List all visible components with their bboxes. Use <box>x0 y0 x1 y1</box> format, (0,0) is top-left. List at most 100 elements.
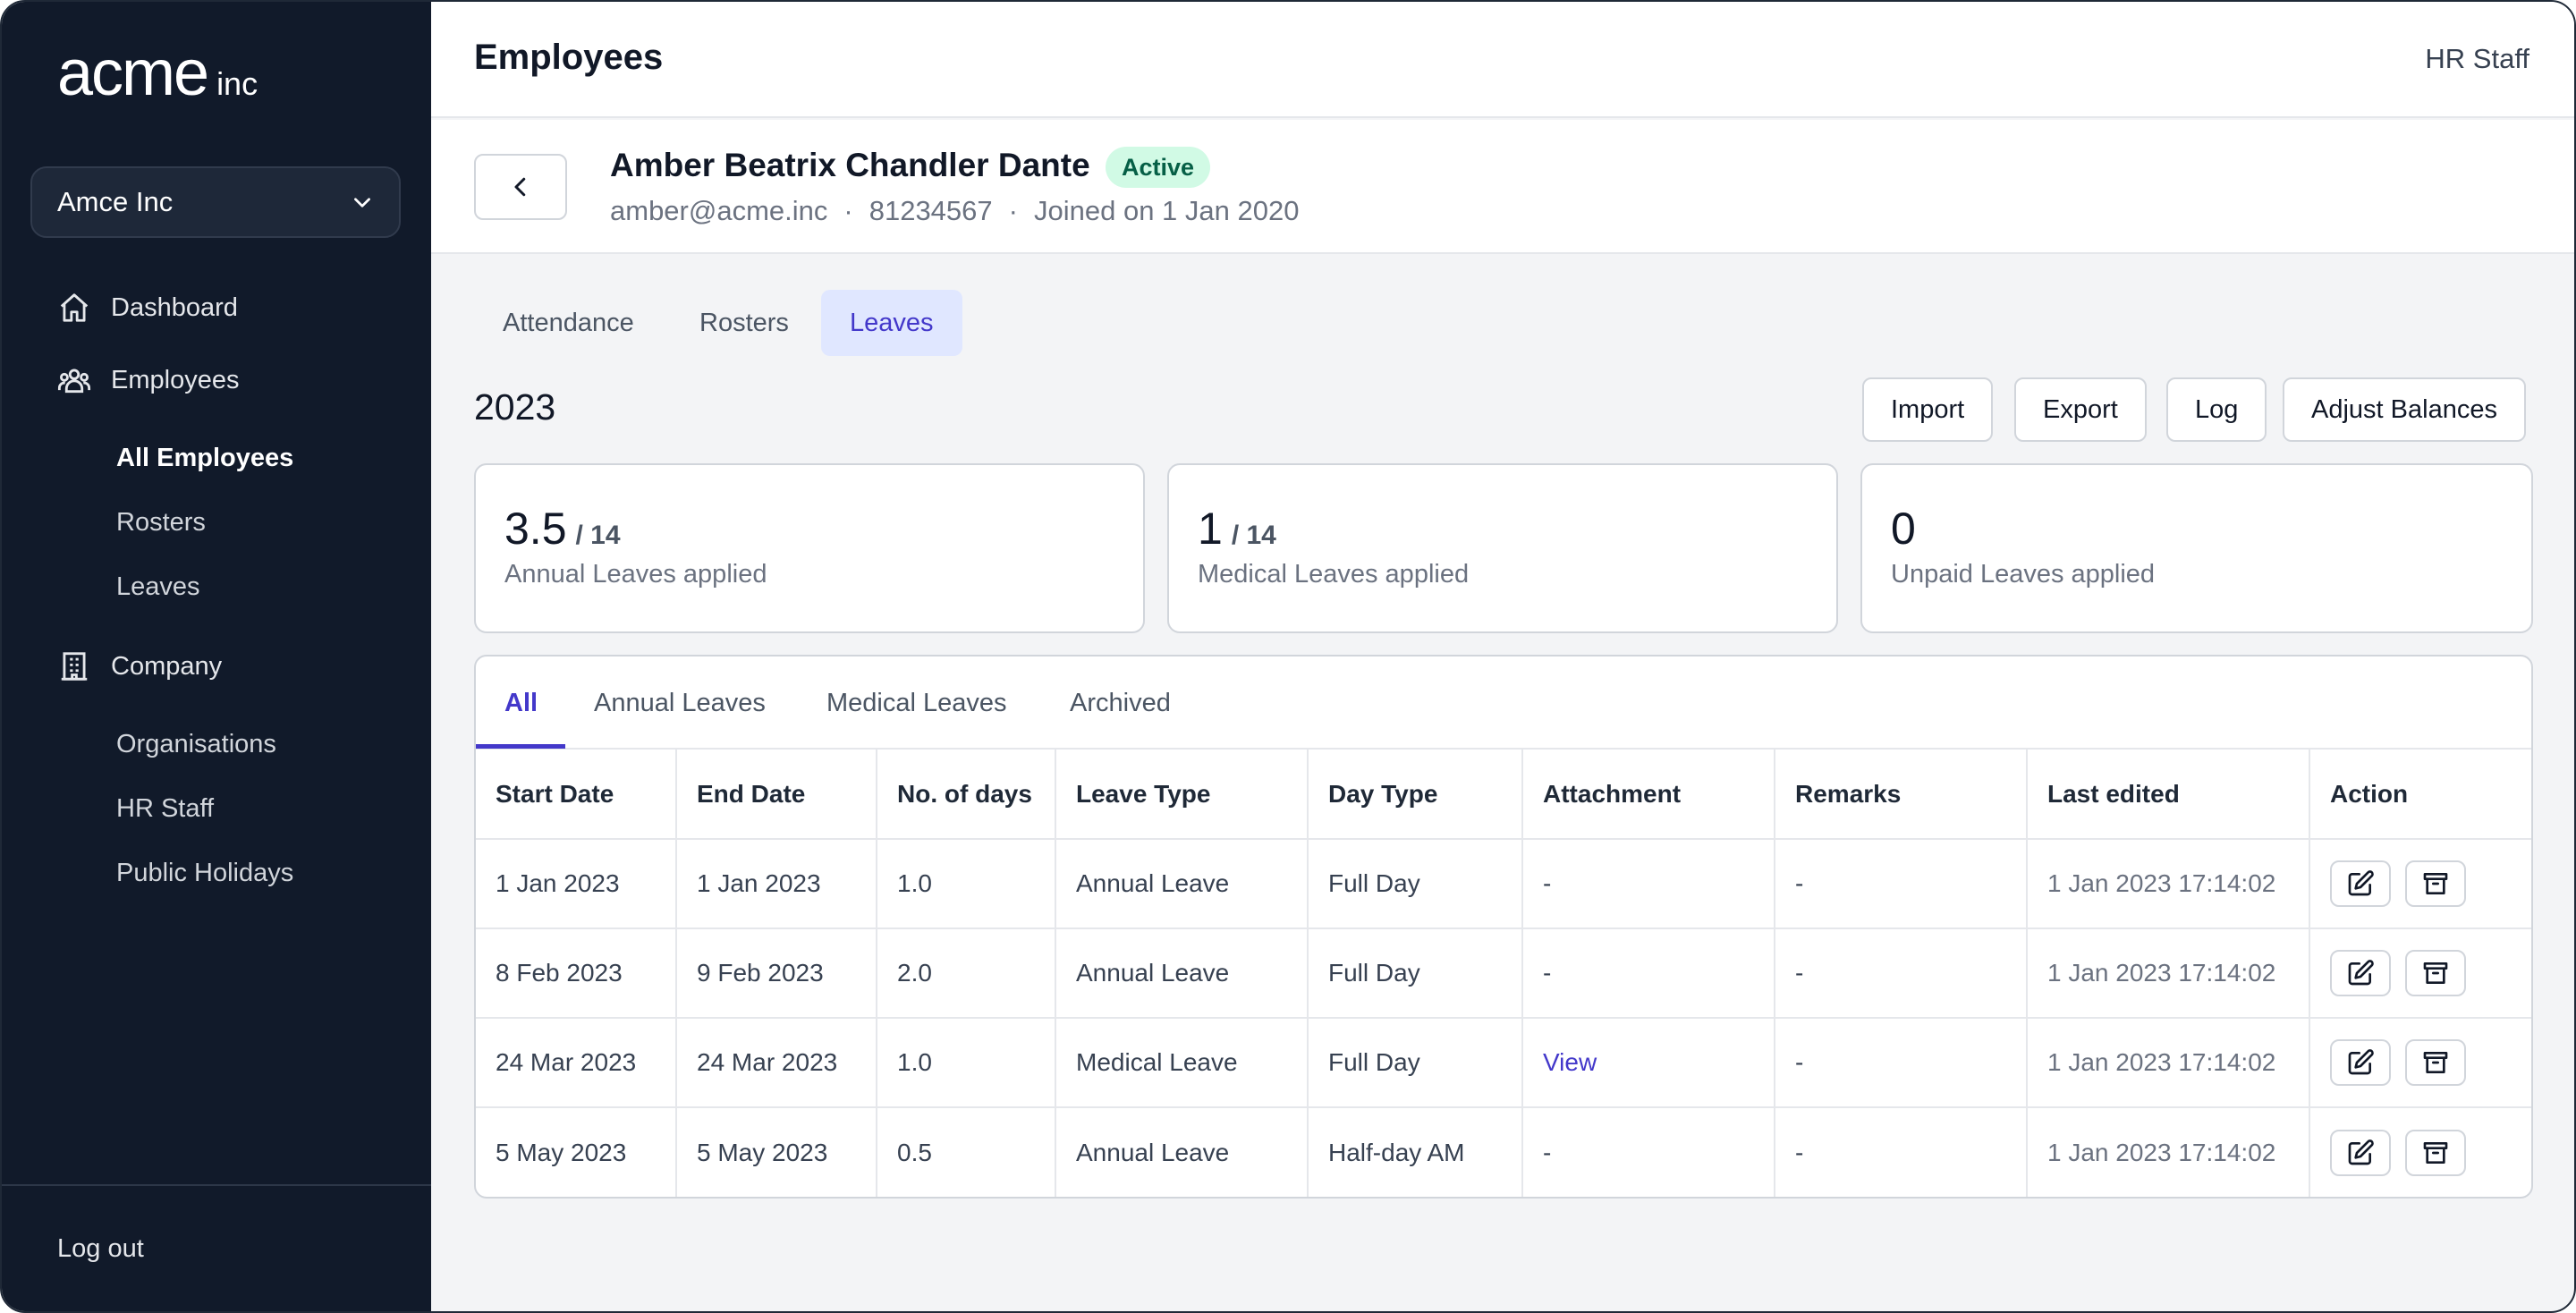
remarks-cell: - <box>1775 1107 2028 1197</box>
back-button[interactable] <box>474 154 567 220</box>
last-edited-cell: 1 Jan 2023 17:14:02 <box>2027 1107 2310 1197</box>
tab-rosters[interactable]: Rosters <box>699 308 789 337</box>
sidebar-item-label: Employees <box>111 365 240 394</box>
chevron-down-icon <box>354 198 370 208</box>
stat-label: Unpaid Leaves applied <box>1891 560 2156 589</box>
tab-attendance[interactable]: Attendance <box>503 308 634 337</box>
archive-icon <box>2423 962 2448 984</box>
table-header-row: Start Date End Date No. of days Leave Ty… <box>476 750 2531 840</box>
organisation-select-value: Amce Inc <box>57 186 174 217</box>
sidebar-subitem-hr-staff[interactable]: HR Staff <box>116 794 215 823</box>
archive-icon <box>2423 1052 2448 1073</box>
sidebar-subitem-leaves[interactable]: Leaves <box>116 572 200 601</box>
building-icon <box>61 652 88 681</box>
archive-button[interactable] <box>2404 1039 2466 1086</box>
end-date-cell: 1 Jan 2023 <box>676 839 877 929</box>
column-header[interactable]: Start Date <box>476 750 677 840</box>
brand-name: acme <box>57 38 209 109</box>
subtab-medical-leaves[interactable]: Medical Leaves <box>826 688 1007 717</box>
subtab-all[interactable]: All <box>504 688 538 717</box>
end-date-cell: 24 Mar 2023 <box>676 1018 877 1108</box>
sidebar-item-label: Company <box>111 651 223 681</box>
status-badge: Active <box>1106 147 1211 188</box>
logout-button[interactable]: Log out <box>57 1234 144 1263</box>
home-icon <box>60 293 89 322</box>
day-type-cell: Full Day <box>1308 1018 1523 1108</box>
edit-button[interactable] <box>2330 1039 2391 1086</box>
leave-type-cell: Annual Leave <box>1055 928 1309 1019</box>
start-date-cell: 24 Mar 2023 <box>476 1018 677 1108</box>
stat-value: 3.5 / 14 <box>504 503 621 555</box>
edit-icon <box>2348 1139 2374 1165</box>
employee-meta: amber@acme.inc · 81234567 · Joined on 1 … <box>610 195 1299 227</box>
edit-icon <box>2348 960 2374 986</box>
sidebar-item-dashboard[interactable]: Dashboard <box>57 291 238 325</box>
tab-leaves[interactable]: Leaves <box>821 290 962 356</box>
archive-button[interactable] <box>2404 1129 2466 1176</box>
remarks-cell: - <box>1775 839 2028 929</box>
users-icon <box>57 368 91 394</box>
action-cell <box>2309 928 2531 1019</box>
column-header[interactable]: Last edited <box>2027 750 2310 840</box>
remarks-cell: - <box>1775 928 2028 1019</box>
employee-header: Amber Beatrix Chandler Dante Active ambe… <box>431 120 2574 254</box>
sidebar-subitem-all-employees[interactable]: All Employees <box>116 444 294 472</box>
view-attachment-link[interactable]: View <box>1543 1048 1597 1076</box>
employee-phone: 81234567 <box>869 195 993 226</box>
employee-joined-date: Joined on 1 Jan 2020 <box>1033 195 1300 226</box>
day-type-cell: Full Day <box>1308 928 1523 1019</box>
subtab-archived[interactable]: Archived <box>1070 688 1171 717</box>
column-header[interactable]: Remarks <box>1775 750 2028 840</box>
column-header[interactable]: Day Type <box>1308 750 1523 840</box>
edit-icon <box>2348 870 2374 896</box>
remarks-cell: - <box>1775 1018 2028 1108</box>
export-button[interactable]: Export <box>2014 377 2147 442</box>
import-button[interactable]: Import <box>1862 377 1994 442</box>
employee-name: Amber Beatrix Chandler Dante <box>610 147 1090 183</box>
sidebar-divider <box>2 1184 431 1186</box>
adjust-balances-button[interactable]: Adjust Balances <box>2283 377 2526 442</box>
meta-separator: · <box>1008 195 1018 226</box>
column-header[interactable]: No. of days <box>877 750 1056 840</box>
column-header[interactable]: Attachment <box>1522 750 1775 840</box>
year-heading: 2023 <box>474 386 556 428</box>
attachment-cell: - <box>1522 839 1775 929</box>
day-type-cell: Half-day AM <box>1308 1107 1523 1197</box>
leave-type-cell: Annual Leave <box>1055 839 1309 929</box>
column-header[interactable]: Leave Type <box>1055 750 1309 840</box>
sidebar-item-label: Dashboard <box>111 292 238 322</box>
archive-button[interactable] <box>2404 860 2466 907</box>
start-date-cell: 8 Feb 2023 <box>476 928 677 1019</box>
sidebar-subitem-public-holidays[interactable]: Public Holidays <box>116 859 294 887</box>
column-header: Action <box>2309 750 2531 840</box>
acme-logo[interactable]: acme inc <box>57 41 258 113</box>
stat-number: 3.5 <box>504 504 567 554</box>
sidebar-item-company[interactable]: Company <box>57 649 222 683</box>
sidebar-subitem-organisations[interactable]: Organisations <box>116 730 276 758</box>
log-button[interactable]: Log <box>2166 377 2267 442</box>
column-header[interactable]: End Date <box>676 750 877 840</box>
edit-button[interactable] <box>2330 860 2391 907</box>
unpaid-leave-stat-card: 0 Unpaid Leaves applied <box>1860 463 2533 633</box>
leaves-table-card: All Annual Leaves Medical Leaves Archive… <box>474 655 2533 1199</box>
days-cell: 1.0 <box>877 1018 1056 1108</box>
page-title: Employees <box>474 38 664 77</box>
archive-icon <box>2423 873 2448 894</box>
archive-button[interactable] <box>2404 950 2466 996</box>
sidebar-item-employees[interactable]: Employees <box>57 363 239 397</box>
edit-button[interactable] <box>2330 950 2391 996</box>
edit-button[interactable] <box>2330 1129 2391 1176</box>
user-role-menu[interactable]: HR Staff <box>2425 43 2529 74</box>
sidebar: acme inc Amce Inc Dashboard Employees Al… <box>2 2 431 1311</box>
stat-label: Annual Leaves applied <box>504 560 767 589</box>
sidebar-subitem-rosters[interactable]: Rosters <box>116 508 206 537</box>
subtab-annual-leaves[interactable]: Annual Leaves <box>594 688 766 717</box>
end-date-cell: 9 Feb 2023 <box>676 928 877 1019</box>
active-tab-indicator <box>476 744 565 749</box>
organisation-select[interactable]: Amce Inc <box>30 166 401 238</box>
archive-icon <box>2423 1141 2448 1164</box>
days-cell: 2.0 <box>877 928 1056 1019</box>
stat-number: 0 <box>1891 504 1916 554</box>
leave-filter-tabs: All Annual Leaves Medical Leaves Archive… <box>476 656 2531 750</box>
